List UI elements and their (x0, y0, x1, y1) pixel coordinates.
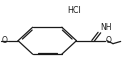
Text: O: O (2, 36, 8, 45)
Text: O: O (105, 36, 111, 45)
Text: NH: NH (100, 23, 112, 32)
Text: HCl: HCl (68, 6, 81, 15)
